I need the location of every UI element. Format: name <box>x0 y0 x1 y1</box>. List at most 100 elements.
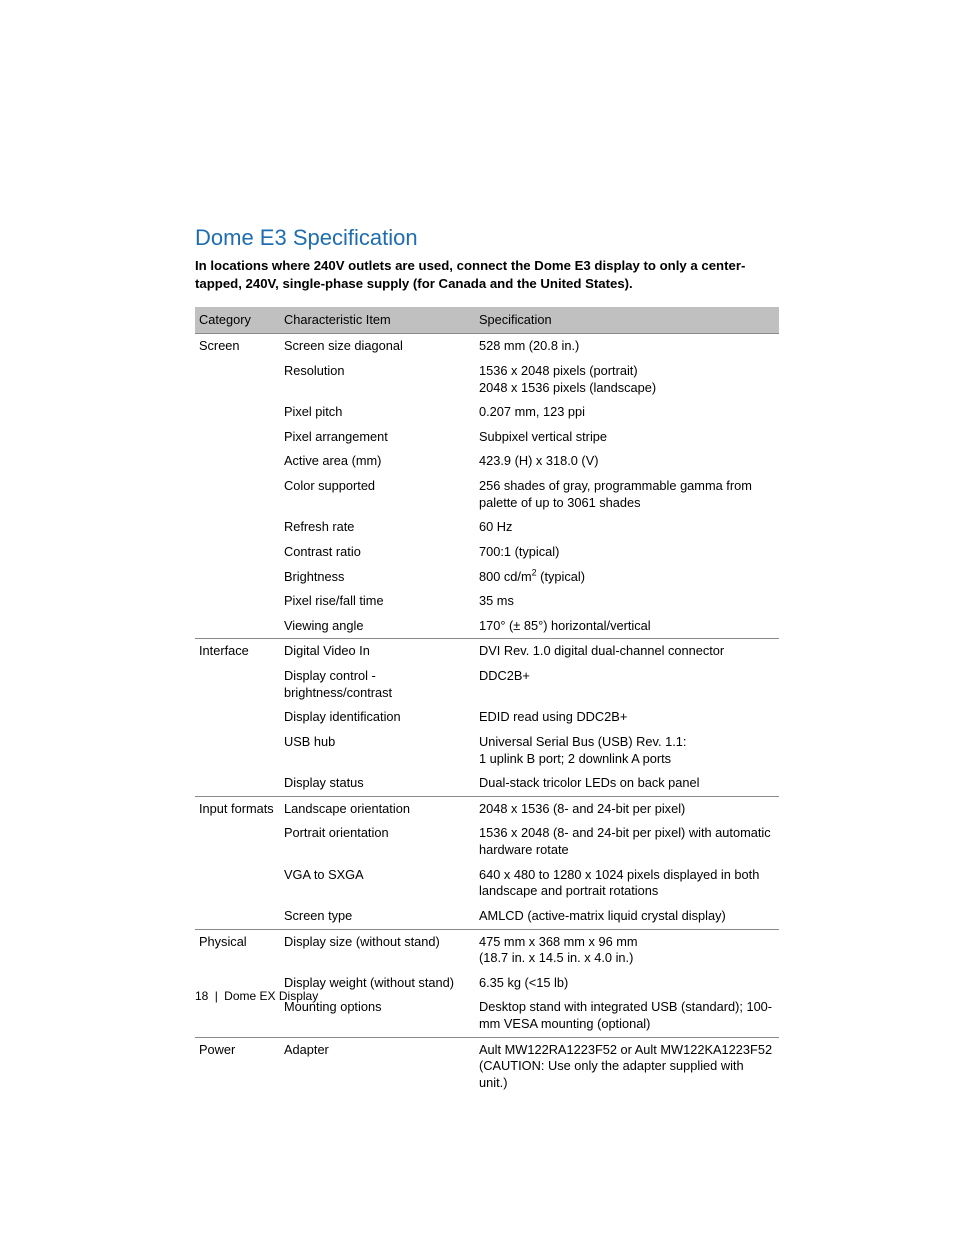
cell-category <box>195 540 280 565</box>
cell-category: Physical <box>195 929 280 971</box>
cell-specification: 0.207 mm, 123 ppi <box>475 400 779 425</box>
cell-characteristic: Active area (mm) <box>280 449 475 474</box>
page-footer: 18 | Dome EX Display <box>195 989 318 1003</box>
cell-specification: 35 ms <box>475 589 779 614</box>
cell-specification: 60 Hz <box>475 515 779 540</box>
cell-specification: DVI Rev. 1.0 digital dual-channel connec… <box>475 639 779 664</box>
table-row: Pixel pitch0.207 mm, 123 ppi <box>195 400 779 425</box>
cell-category <box>195 664 280 705</box>
cell-category <box>195 771 280 796</box>
table-row: Refresh rate60 Hz <box>195 515 779 540</box>
cell-characteristic: Color supported <box>280 474 475 515</box>
cell-specification: 170° (± 85°) horizontal/vertical <box>475 614 779 639</box>
table-row: Display statusDual-stack tricolor LEDs o… <box>195 771 779 796</box>
cell-characteristic: Display control - brightness/contrast <box>280 664 475 705</box>
col-header-characteristic: Characteristic Item <box>280 307 475 334</box>
cell-characteristic: Brightness <box>280 565 475 590</box>
table-row: USB hubUniversal Serial Bus (USB) Rev. 1… <box>195 730 779 771</box>
table-row: Pixel arrangementSubpixel vertical strip… <box>195 425 779 450</box>
cell-specification: 475 mm x 368 mm x 96 mm(18.7 in. x 14.5 … <box>475 929 779 971</box>
cell-specification: 423.9 (H) x 318.0 (V) <box>475 449 779 474</box>
table-row: Input formatsLandscape orientation2048 x… <box>195 796 779 821</box>
cell-category <box>195 359 280 400</box>
cell-characteristic: Landscape orientation <box>280 796 475 821</box>
cell-specification: 800 cd/m2 (typical) <box>475 565 779 590</box>
cell-characteristic: Screen type <box>280 904 475 929</box>
page-subheading: In locations where 240V outlets are used… <box>195 257 779 293</box>
table-row: PowerAdapterAult MW122RA1223F52 or Ault … <box>195 1037 779 1095</box>
cell-characteristic: Display identification <box>280 705 475 730</box>
cell-characteristic: Display status <box>280 771 475 796</box>
table-row: Color supported256 shades of gray, progr… <box>195 474 779 515</box>
cell-category <box>195 705 280 730</box>
cell-specification: Subpixel vertical stripe <box>475 425 779 450</box>
cell-characteristic: Screen size diagonal <box>280 334 475 359</box>
table-row: InterfaceDigital Video InDVI Rev. 1.0 di… <box>195 639 779 664</box>
table-row: Portrait orientation1536 x 2048 (8- and … <box>195 821 779 862</box>
table-row: VGA to SXGA640 x 480 to 1280 x 1024 pixe… <box>195 863 779 904</box>
cell-category <box>195 449 280 474</box>
cell-specification: Dual-stack tricolor LEDs on back panel <box>475 771 779 796</box>
table-header-row: Category Characteristic Item Specificati… <box>195 307 779 334</box>
cell-category <box>195 425 280 450</box>
cell-specification: 6.35 kg (<15 lb) <box>475 971 779 996</box>
table-row: Brightness800 cd/m2 (typical) <box>195 565 779 590</box>
cell-characteristic: Digital Video In <box>280 639 475 664</box>
cell-specification: 1536 x 2048 pixels (portrait)2048 x 1536… <box>475 359 779 400</box>
cell-category <box>195 589 280 614</box>
cell-specification: 256 shades of gray, programmable gamma f… <box>475 474 779 515</box>
cell-specification: DDC2B+ <box>475 664 779 705</box>
page-number: 18 <box>195 989 208 1003</box>
cell-characteristic: USB hub <box>280 730 475 771</box>
cell-specification: Universal Serial Bus (USB) Rev. 1.1:1 up… <box>475 730 779 771</box>
cell-specification: 2048 x 1536 (8- and 24-bit per pixel) <box>475 796 779 821</box>
col-header-category: Category <box>195 307 280 334</box>
cell-specification: Ault MW122RA1223F52 or Ault MW122KA1223F… <box>475 1037 779 1095</box>
table-row: Viewing angle170° (± 85°) horizontal/ver… <box>195 614 779 639</box>
cell-specification: EDID read using DDC2B+ <box>475 705 779 730</box>
cell-characteristic: Refresh rate <box>280 515 475 540</box>
cell-characteristic: Pixel arrangement <box>280 425 475 450</box>
table-row: Contrast ratio700:1 (typical) <box>195 540 779 565</box>
table-row: Display control - brightness/contrastDDC… <box>195 664 779 705</box>
cell-characteristic: Contrast ratio <box>280 540 475 565</box>
table-body: ScreenScreen size diagonal528 mm (20.8 i… <box>195 334 779 1096</box>
cell-specification: AMLCD (active-matrix liquid crystal disp… <box>475 904 779 929</box>
cell-specification: 1536 x 2048 (8- and 24-bit per pixel) wi… <box>475 821 779 862</box>
cell-category <box>195 400 280 425</box>
cell-category <box>195 821 280 862</box>
table-row: Active area (mm)423.9 (H) x 318.0 (V) <box>195 449 779 474</box>
col-header-specification: Specification <box>475 307 779 334</box>
cell-characteristic: Pixel pitch <box>280 400 475 425</box>
cell-category <box>195 904 280 929</box>
cell-category: Power <box>195 1037 280 1095</box>
cell-characteristic: Viewing angle <box>280 614 475 639</box>
table-row: Pixel rise/fall time35 ms <box>195 589 779 614</box>
cell-category: Input formats <box>195 796 280 821</box>
table-row: Screen typeAMLCD (active-matrix liquid c… <box>195 904 779 929</box>
cell-category <box>195 515 280 540</box>
page-content: Dome E3 Specification In locations where… <box>0 0 954 1096</box>
cell-specification: 640 x 480 to 1280 x 1024 pixels displaye… <box>475 863 779 904</box>
footer-separator: | <box>212 989 221 1003</box>
doc-title: Dome EX Display <box>224 989 318 1003</box>
cell-category <box>195 474 280 515</box>
page-title: Dome E3 Specification <box>195 225 779 251</box>
cell-specification: Desktop stand with integrated USB (stand… <box>475 995 779 1037</box>
cell-category <box>195 614 280 639</box>
table-row: ScreenScreen size diagonal528 mm (20.8 i… <box>195 334 779 359</box>
cell-category <box>195 863 280 904</box>
cell-characteristic: Pixel rise/fall time <box>280 589 475 614</box>
cell-specification: 528 mm (20.8 in.) <box>475 334 779 359</box>
table-row: Display identificationEDID read using DD… <box>195 705 779 730</box>
table-row: PhysicalDisplay size (without stand)475 … <box>195 929 779 971</box>
cell-category: Screen <box>195 334 280 359</box>
cell-category: Interface <box>195 639 280 664</box>
cell-characteristic: Portrait orientation <box>280 821 475 862</box>
cell-category <box>195 565 280 590</box>
cell-characteristic: Adapter <box>280 1037 475 1095</box>
cell-characteristic: VGA to SXGA <box>280 863 475 904</box>
cell-category <box>195 730 280 771</box>
table-row: Resolution1536 x 2048 pixels (portrait)2… <box>195 359 779 400</box>
cell-characteristic: Display size (without stand) <box>280 929 475 971</box>
